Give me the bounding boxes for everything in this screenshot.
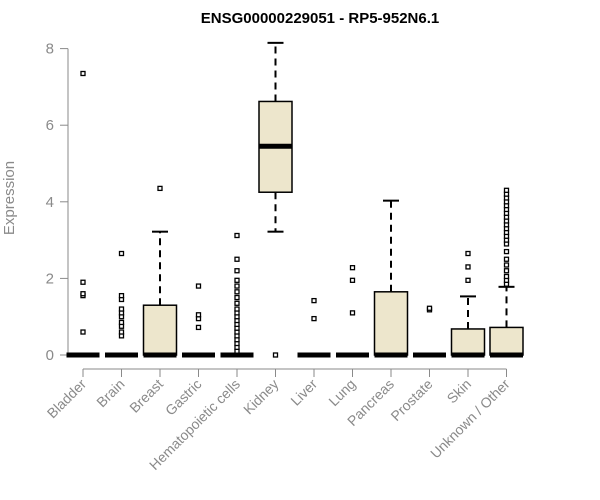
box-breast — [142, 185, 178, 358]
box-hematopoietic-cells — [220, 232, 254, 358]
outlier-point — [465, 277, 471, 283]
y-tick-label: 8 — [46, 41, 54, 58]
outlier-point — [118, 250, 125, 257]
x-tick-label: Brain — [93, 376, 127, 410]
x-tick-label: Bladder — [44, 376, 90, 422]
outlier-point — [234, 232, 240, 239]
box-rect — [142, 304, 178, 356]
outlier-point — [234, 294, 240, 301]
outlier-point — [195, 312, 202, 318]
chart-title: ENSG00000229051 - RP5-952N6.1 — [201, 10, 440, 27]
outlier-point — [195, 324, 202, 331]
outlier-point — [80, 329, 86, 335]
y-axis-label: Expression — [1, 161, 18, 235]
outlier-point — [234, 268, 240, 274]
outlier-point — [311, 315, 317, 322]
box-unknown-other — [489, 187, 524, 358]
outlier-point — [234, 306, 240, 312]
box-brain — [105, 250, 138, 358]
axes: 0 2 4 6 8 — [46, 41, 507, 377]
x-tick-label: Liver — [287, 376, 320, 409]
outlier-point — [195, 283, 202, 289]
outlier-point — [234, 300, 240, 306]
y-tick-label: 0 — [46, 347, 54, 364]
box-pancreas — [373, 199, 409, 358]
x-tick-label: Prostate — [387, 376, 435, 424]
y-tick-label: 6 — [46, 117, 54, 134]
outlier-point — [349, 277, 356, 283]
y-tick-label: 2 — [46, 270, 54, 287]
x-tick-label: Breast — [126, 376, 166, 416]
outlier-point — [311, 297, 317, 304]
x-tick-label: Lung — [325, 376, 358, 409]
outlier-point — [234, 289, 240, 295]
box-skin — [450, 250, 486, 358]
outlier-point — [157, 185, 163, 192]
outlier-point — [503, 248, 510, 255]
x-tick-label: Kidney — [240, 376, 282, 418]
outlier-point — [272, 352, 279, 358]
outlier-point — [349, 265, 356, 271]
box-kidney — [258, 41, 293, 358]
outlier-point — [465, 250, 471, 257]
outlier-point — [349, 310, 356, 316]
box-bladder — [66, 70, 100, 358]
outlier-point — [234, 283, 240, 289]
box-gastric — [182, 283, 215, 358]
outlier-point — [118, 319, 125, 326]
outlier-point — [503, 262, 510, 268]
outlier-point — [80, 291, 86, 297]
x-tick-label: Skin — [444, 376, 475, 407]
outlier-point — [118, 329, 125, 335]
outlier-point — [426, 305, 433, 311]
box-lung — [336, 265, 369, 358]
outlier-point — [503, 256, 510, 262]
outlier-point — [503, 273, 510, 280]
y-tick-label: 4 — [46, 194, 54, 211]
outlier-point — [80, 279, 86, 285]
box-rect — [373, 291, 409, 356]
outlier-point — [234, 277, 240, 283]
box-rect — [489, 326, 524, 356]
outlier-point — [465, 264, 471, 270]
outlier-point — [80, 70, 86, 77]
box-rect — [450, 328, 486, 356]
outlier-point — [118, 292, 125, 299]
outlier-point — [503, 268, 510, 274]
outlier-point — [503, 187, 510, 193]
boxes — [66, 41, 524, 358]
box-liver — [297, 297, 331, 358]
box-prostate — [413, 305, 446, 358]
outlier-point — [118, 306, 125, 312]
outlier-point — [234, 256, 240, 262]
